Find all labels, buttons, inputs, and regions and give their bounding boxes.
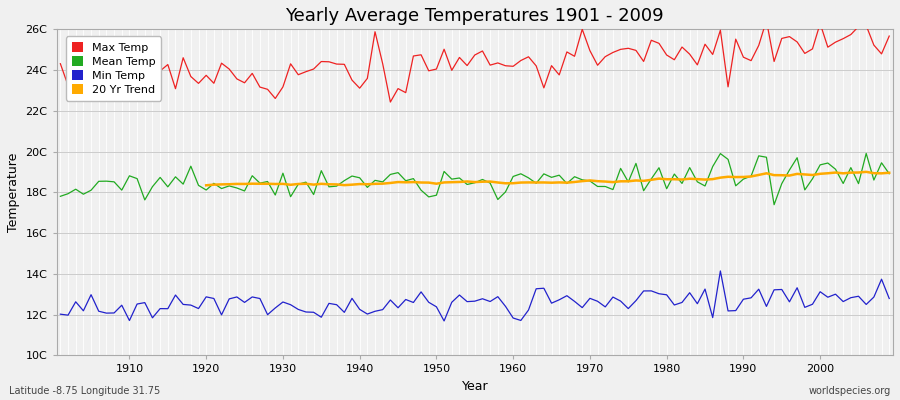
Legend: Max Temp, Mean Temp, Min Temp, 20 Yr Trend: Max Temp, Mean Temp, Min Temp, 20 Yr Tre… — [67, 36, 161, 101]
Title: Yearly Average Temperatures 1901 - 2009: Yearly Average Temperatures 1901 - 2009 — [285, 7, 664, 25]
Text: Latitude -8.75 Longitude 31.75: Latitude -8.75 Longitude 31.75 — [9, 386, 160, 396]
X-axis label: Year: Year — [462, 380, 488, 393]
Text: worldspecies.org: worldspecies.org — [809, 386, 891, 396]
Y-axis label: Temperature: Temperature — [7, 153, 20, 232]
